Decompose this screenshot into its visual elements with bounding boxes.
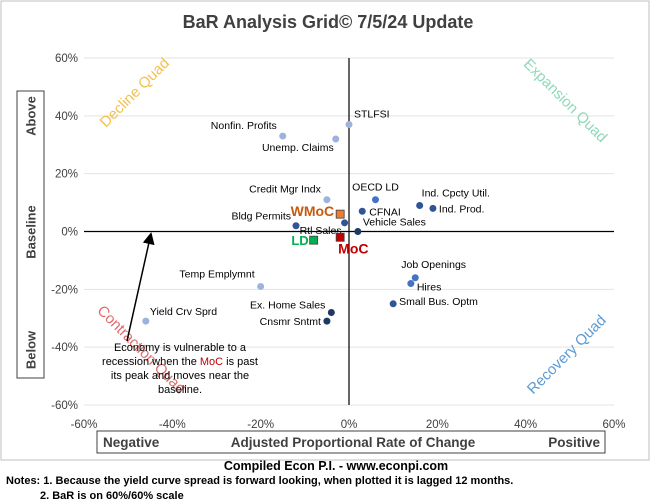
x-tick-label: 40%	[514, 419, 537, 431]
x-tick-label: 20%	[426, 419, 449, 431]
data-point	[323, 317, 331, 325]
data-point	[257, 282, 265, 290]
annotation-arrow	[126, 232, 155, 342]
data-point	[411, 274, 419, 282]
highlight-label: LD	[291, 233, 308, 248]
data-point	[407, 280, 415, 288]
x-tick-label: -20%	[247, 419, 274, 431]
note-2: 2. BaR is on 60%/60% scale	[40, 490, 184, 502]
annotation: Economy is vulnerable to a recession when…	[102, 232, 258, 396]
x-tick-label: -60%	[71, 419, 98, 431]
annotation-line: recession when the MoC is past	[102, 356, 258, 368]
data-point	[372, 196, 379, 204]
point-label: Yield Crv Sprd	[150, 306, 217, 318]
y-tick-label: 0%	[61, 227, 78, 239]
y-tick-label: -60%	[51, 400, 78, 412]
annotation-line: its peak and moves near the	[111, 370, 249, 382]
y-axis-label: Above	[24, 96, 39, 136]
point-label: Credit Mgr Indx	[249, 184, 322, 196]
chart-title: BaR Analysis Grid© 7/5/24 Update	[183, 12, 474, 32]
point-label: Ex. Home Sales	[250, 299, 325, 311]
point-label: Vehicle Sales	[363, 217, 426, 229]
data-point	[323, 196, 331, 204]
x-tick-label: 60%	[602, 419, 625, 431]
point-label: Bldg Permits	[231, 211, 291, 223]
data-point	[332, 135, 340, 143]
x-axis-label-left: Negative	[103, 435, 160, 450]
highlight-marker	[335, 209, 345, 219]
y-axis-label: Baseline	[24, 205, 39, 258]
point-label: Hires	[417, 282, 442, 294]
y-axis-label: Below	[24, 330, 39, 369]
point-label: Ind. Prod.	[439, 203, 485, 215]
point-label: Cnsmr Sntmt	[260, 316, 321, 328]
y-tick-label: 60%	[55, 53, 78, 65]
data-point	[327, 308, 335, 316]
y-tick-label: 40%	[55, 111, 78, 123]
point-label: Small Bus. Optm	[399, 296, 478, 308]
x-tick-label: -40%	[159, 419, 186, 431]
data-point	[389, 300, 397, 308]
annotation-line: baseline.	[158, 384, 202, 396]
highlight-label: WMoC	[291, 203, 335, 219]
chart-border	[0, 0, 650, 461]
point-label: STLFSI	[354, 109, 390, 121]
point-label: Job Openings	[401, 259, 466, 271]
y-tick-label: -40%	[51, 342, 78, 354]
annotation-line: Economy is vulnerable to a	[114, 342, 247, 354]
point-label: Unemp. Claims	[262, 142, 334, 154]
x-axis-label-center: Adjusted Proportional Rate of Change	[231, 435, 476, 450]
highlight-marker	[309, 235, 319, 245]
data-point	[354, 228, 362, 235]
y-tick-label: 20%	[55, 169, 78, 181]
tick-labels: -60% -40% -20% 0% 20% 40% 60% -60% -40% -20% 0% 20%…	[51, 53, 625, 431]
x-axis-labels: Negative Adjusted Proportional Rate of Ch…	[96, 430, 606, 454]
y-label-box	[16, 90, 45, 379]
x-tick-label: 0%	[341, 419, 358, 431]
y-axis-labels: Above Baseline Below	[16, 90, 45, 379]
data-points: STLFSI Nonfin. Profits Unemp. Claims Credit…	[142, 109, 490, 328]
point-label: Ind. Cpcty Util.	[422, 187, 490, 199]
point-label: OECD LD	[352, 182, 399, 194]
x-label-box	[96, 430, 606, 454]
point-label: Nonfin. Profits	[211, 120, 277, 132]
y-tick-label: -20%	[51, 284, 78, 296]
axes	[84, 58, 614, 405]
data-point	[341, 219, 349, 227]
data-point	[345, 121, 353, 129]
data-point	[429, 204, 437, 212]
credit-line: Compiled Econ P.I. - www.econpi.com	[224, 459, 448, 473]
x-axis-label-right: Positive	[548, 435, 600, 450]
highlight-label: MoC	[338, 240, 368, 256]
data-point	[142, 317, 150, 325]
note-1: Notes: 1. Because the yield curve spread…	[6, 475, 513, 487]
point-label: Rtl Sales	[300, 225, 342, 237]
highlight-points: WMoC LD MoC	[291, 203, 369, 256]
point-label: CFNAI	[369, 206, 401, 218]
data-point	[279, 132, 287, 140]
data-point	[358, 207, 366, 215]
data-point	[292, 222, 300, 230]
highlight-marker	[335, 232, 345, 242]
data-point	[416, 201, 424, 209]
point-label: Temp Emplymnt	[179, 268, 254, 280]
